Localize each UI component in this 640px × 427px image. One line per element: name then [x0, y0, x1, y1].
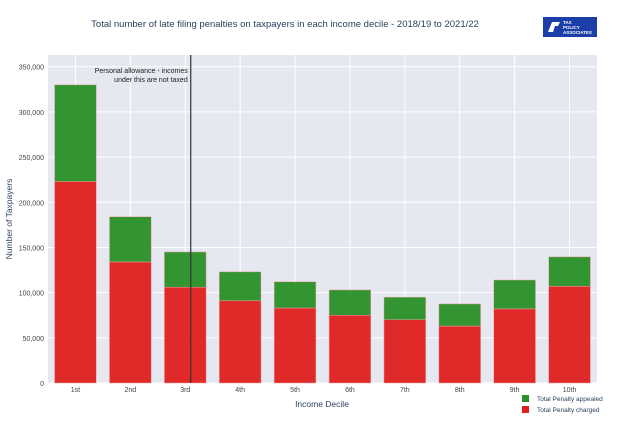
tax-policy-associates-logo: TAX POLICY ASSOCIATES: [543, 17, 597, 37]
chart-title: Total number of late filing penalties on…: [91, 19, 479, 30]
x-tick-label: 3rd: [180, 387, 190, 394]
y-axis-label: Number of Taxpayers: [4, 179, 14, 260]
bar-total-penalty-charged: [383, 319, 426, 384]
x-tick-label: 9th: [510, 387, 520, 394]
bar-total-penalty-appealed: [548, 256, 591, 287]
legend: Total Penalty appealed Total Penalty cha…: [522, 395, 603, 414]
legend-label-charged[interactable]: Total Penalty charged: [537, 407, 600, 414]
svg-text:TAX: TAX: [563, 20, 572, 25]
x-axis-label: Income Decile: [295, 399, 349, 409]
y-tick-label: 100,000: [19, 291, 44, 298]
y-tick-label: 250,000: [19, 155, 44, 162]
bar-total-penalty-appealed: [219, 271, 262, 302]
x-tick-label: 4th: [235, 387, 245, 394]
bar-total-penalty-appealed: [164, 251, 207, 288]
x-tick-label: 7th: [400, 387, 410, 394]
svg-text:ASSOCIATES: ASSOCIATES: [563, 30, 592, 35]
bar-total-penalty-appealed: [109, 216, 152, 263]
legend-swatch-charged[interactable]: [522, 406, 529, 413]
bar-total-penalty-appealed: [383, 296, 426, 320]
bar-total-penalty-charged: [109, 261, 152, 384]
bar-total-penalty-appealed: [54, 84, 97, 182]
annotation-line-2: under this are not taxed: [114, 77, 188, 84]
bar-total-penalty-charged: [273, 307, 317, 384]
x-tick-label: 6th: [345, 387, 355, 394]
bar-total-penalty-appealed: [438, 303, 481, 327]
svg-text:POLICY: POLICY: [563, 25, 580, 30]
bar-total-penalty-charged: [164, 286, 207, 384]
x-tick-label: 1st: [71, 387, 80, 394]
y-tick-label: 50,000: [23, 336, 45, 343]
bar-total-penalty-charged: [219, 300, 262, 384]
y-tick-label: 200,000: [19, 200, 44, 207]
y-tick-label: 300,000: [19, 110, 44, 117]
bar-total-penalty-charged: [493, 308, 536, 384]
x-tick-label: 10th: [563, 387, 577, 394]
bar-total-penalty-charged: [438, 325, 481, 384]
bar-total-penalty-charged: [54, 181, 97, 384]
bar-total-penalty-appealed: [328, 289, 372, 316]
annotation-line-1: Personal allowance - incomes: [95, 68, 188, 75]
x-tick-label: 5th: [290, 387, 300, 394]
bar-total-penalty-appealed: [493, 279, 536, 310]
x-tick-label: 8th: [455, 387, 465, 394]
x-tick-label: 2nd: [125, 387, 137, 394]
bar-total-penalty-charged: [328, 314, 372, 384]
legend-label-appealed[interactable]: Total Penalty appealed: [537, 396, 603, 403]
bar-total-penalty-charged: [548, 286, 591, 384]
y-tick-label: 350,000: [19, 65, 44, 72]
y-tick-label: 150,000: [19, 245, 44, 252]
bar-total-penalty-appealed: [273, 281, 317, 309]
y-tick-label: 0: [40, 381, 44, 388]
legend-swatch-appealed[interactable]: [522, 395, 529, 402]
